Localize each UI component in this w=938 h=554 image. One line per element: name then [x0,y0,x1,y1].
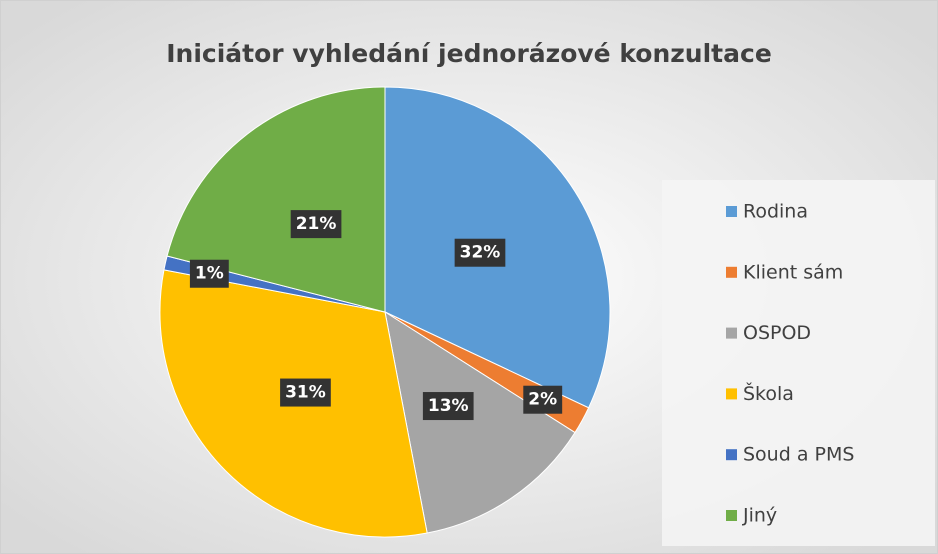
legend-swatch [726,388,737,400]
legend-label: Klient sám [743,261,843,283]
legend-label: Rodina [743,201,808,223]
legend-swatch [726,266,737,278]
data-label: 31% [285,383,326,403]
data-label: 32% [460,243,501,263]
pie-slice [384,310,576,534]
legend-label: OSPOD [743,322,811,344]
legend-label: Jiný [742,505,777,527]
data-label-box [422,392,474,421]
legend-label: Soud a PMS [743,444,854,466]
data-label: 13% [428,396,469,416]
legend-swatch [726,327,737,339]
data-label-box [523,385,563,414]
data-label-box [280,378,331,407]
legend-label: Škola [743,381,794,405]
data-label: 1% [195,264,224,284]
chart-title: Iniciátor vyhledání jednorázové konzulta… [166,39,772,68]
legend-swatch [726,449,737,461]
legend-box [662,180,935,546]
legend-swatch [726,206,737,217]
data-label-box [290,210,342,239]
data-label-box [454,238,506,267]
data-label-box [189,259,229,288]
data-label: 21% [296,214,337,234]
legend-swatch [726,510,737,521]
pie-slice [166,86,386,313]
data-label: 2% [528,390,557,410]
